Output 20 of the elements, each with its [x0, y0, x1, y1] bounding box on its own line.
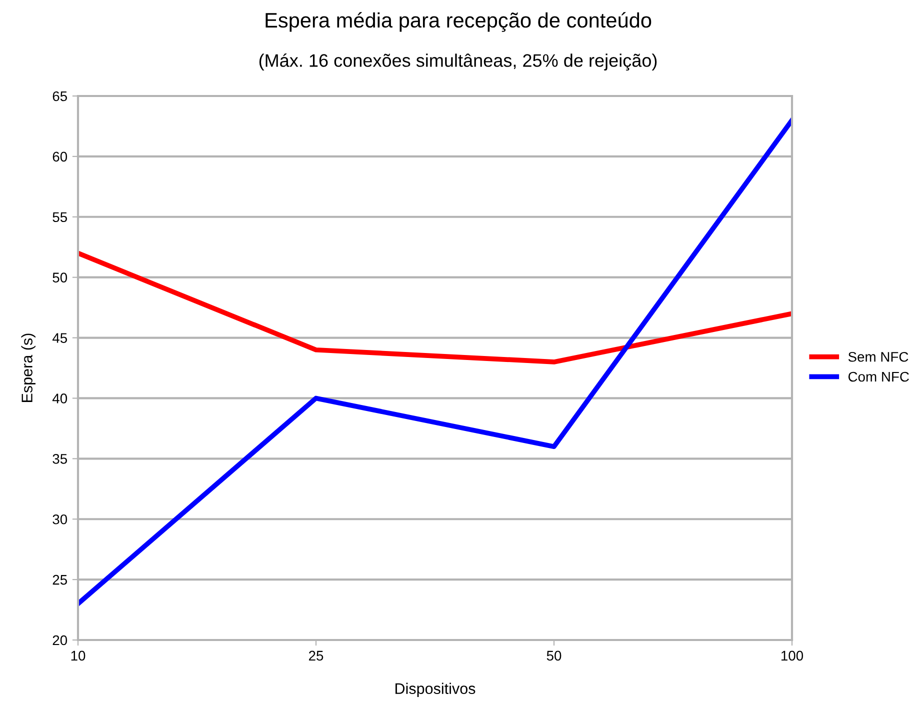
x-tick-label: 100	[781, 650, 804, 661]
legend-label: Sem NFC	[848, 352, 908, 362]
y-tick-label: 25	[52, 574, 68, 585]
y-tick-label: 55	[52, 212, 68, 222]
y-tick-label: 20	[52, 635, 68, 646]
y-tick-label: 65	[52, 91, 68, 102]
legend-label: Com NFC	[848, 372, 909, 382]
y-tick-label: 30	[52, 514, 68, 524]
y-tick-label: 35	[52, 454, 68, 464]
x-tick-label: 25	[308, 650, 324, 661]
y-tick-label: 50	[52, 272, 68, 283]
y-axis-title: Espera (s)	[21, 334, 36, 402]
x-tick-label: 10	[71, 650, 86, 661]
y-tick-label: 45	[52, 333, 68, 343]
chart-title: Espera média para recepção de conteúdo	[266, 12, 652, 32]
y-tick-label: 40	[52, 394, 68, 404]
x-tick-label: 50	[546, 650, 562, 661]
x-axis-title: Dispositivos	[396, 682, 476, 698]
y-tick-label: 60	[52, 152, 68, 162]
chart-subtitle: (Máx. 16 conexões simultâneas, 25% de rejeição)	[259, 53, 657, 71]
